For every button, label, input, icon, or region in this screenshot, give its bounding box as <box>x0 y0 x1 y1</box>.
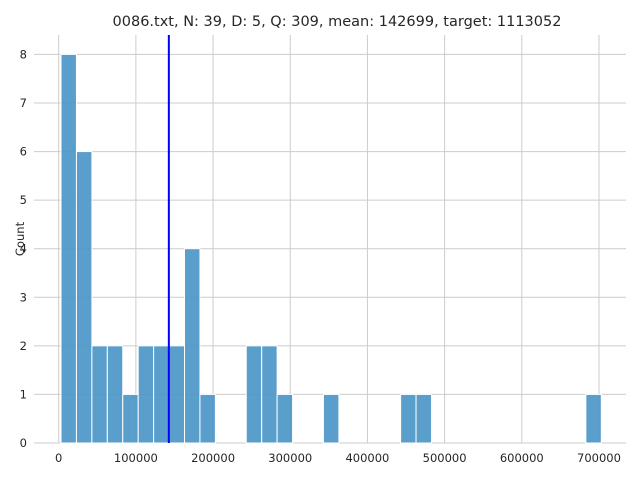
y-tick-label: 7 <box>20 96 27 110</box>
histogram-bar <box>400 393 417 444</box>
histogram-bar <box>276 393 294 444</box>
y-tick-label: 2 <box>20 339 27 353</box>
histogram-bar <box>122 393 139 444</box>
histogram-bar <box>153 345 170 444</box>
tick-labels: 0 100000 200000 300000 400000 500000 600000 700… <box>20 47 621 465</box>
y-tick-label: 0 <box>20 436 27 450</box>
x-tick-label: 500000 <box>423 451 467 465</box>
y-tick-label: 5 <box>20 193 27 207</box>
x-tick-label: 400000 <box>345 451 389 465</box>
y-tick-label: 6 <box>20 145 27 159</box>
histogram-bar <box>106 345 124 444</box>
y-tick-label: 4 <box>20 242 27 256</box>
x-tick-label: 600000 <box>500 451 544 465</box>
histogram-bar <box>75 151 93 444</box>
histogram-bar <box>91 345 108 444</box>
histogram-bar <box>137 345 155 444</box>
histogram-bar <box>168 345 186 444</box>
histogram-bars <box>60 53 602 444</box>
histogram-bar <box>415 393 432 444</box>
histogram-bar <box>199 393 216 444</box>
histogram-bar <box>585 393 602 444</box>
histogram-bar <box>60 53 77 444</box>
x-tick-label: 700000 <box>577 451 621 465</box>
histogram-bar <box>245 345 263 444</box>
x-tick-label: 200000 <box>191 451 235 465</box>
chart-title: 0086.txt, N: 39, D: 5, Q: 309, mean: 142… <box>113 14 562 30</box>
x-tick-label: 0 <box>55 451 62 465</box>
x-tick-label: 300000 <box>268 451 312 465</box>
x-tick-label: 100000 <box>114 451 158 465</box>
y-tick-label: 3 <box>20 290 27 304</box>
y-tick-label: 8 <box>20 47 27 61</box>
grid-lines <box>34 35 626 444</box>
histogram-bar <box>184 248 201 444</box>
y-tick-label: 1 <box>20 387 27 401</box>
histogram-bar <box>322 393 340 444</box>
histogram-bar <box>261 345 278 444</box>
y-axis-label: Count <box>13 221 27 256</box>
